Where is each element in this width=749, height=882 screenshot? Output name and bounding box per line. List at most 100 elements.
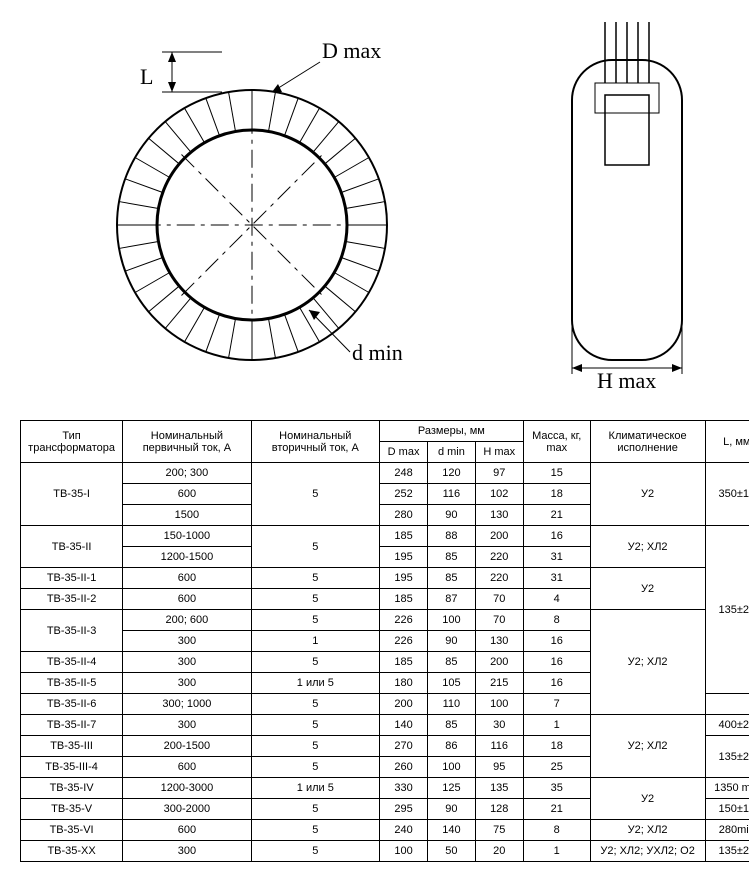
cell-climate: У2; ХЛ2 bbox=[590, 715, 705, 778]
cell-d: 86 bbox=[428, 736, 476, 757]
th-dims-group: Размеры, мм bbox=[380, 421, 524, 442]
cell-D: 180 bbox=[380, 673, 428, 694]
cell-H: 220 bbox=[475, 547, 523, 568]
cell-primary: 200-1500 bbox=[123, 736, 251, 757]
cell-D: 295 bbox=[380, 799, 428, 820]
cell-primary: 300 bbox=[123, 631, 251, 652]
cell-primary: 300 bbox=[123, 715, 251, 736]
cell-d: 88 bbox=[428, 526, 476, 547]
cell-primary: 150-1000 bbox=[123, 526, 251, 547]
cell-d: 100 bbox=[428, 757, 476, 778]
cell-L: 135±20 bbox=[705, 841, 749, 862]
cell-secondary: 5 bbox=[251, 694, 379, 715]
label-dmin: d min bbox=[352, 340, 403, 365]
th-type: Тип трансформатора bbox=[21, 421, 123, 463]
cell-secondary: 5 bbox=[251, 652, 379, 673]
cell-primary: 200; 600 bbox=[123, 610, 251, 631]
cell-mass: 21 bbox=[523, 799, 590, 820]
cell-primary: 300 bbox=[123, 673, 251, 694]
cell-secondary: 5 bbox=[251, 526, 379, 568]
cell-L: 150±10 bbox=[705, 799, 749, 820]
table-row: ТВ-35-II-3200; 6005226100708У2; ХЛ2 bbox=[21, 610, 749, 631]
cell-H: 100 bbox=[475, 694, 523, 715]
cell-climate: У2 bbox=[590, 568, 705, 610]
cell-d: 140 bbox=[428, 820, 476, 841]
label-dmax: D max bbox=[322, 38, 381, 63]
cell-d: 85 bbox=[428, 547, 476, 568]
table-row: ТВ-35-I200; 30052481209715У2350±10 bbox=[21, 463, 749, 484]
cell-D: 140 bbox=[380, 715, 428, 736]
cell-D: 252 bbox=[380, 484, 428, 505]
cell-primary: 300 bbox=[123, 841, 251, 862]
cell-secondary: 1 или 5 bbox=[251, 673, 379, 694]
cell-type: ТВ-35-II-5 bbox=[21, 673, 123, 694]
cell-primary: 1200-3000 bbox=[123, 778, 251, 799]
cell-H: 75 bbox=[475, 820, 523, 841]
cell-H: 130 bbox=[475, 631, 523, 652]
cell-type: ТВ-35-II-4 bbox=[21, 652, 123, 673]
cell-type: ТВ-35-XX bbox=[21, 841, 123, 862]
cell-mass: 35 bbox=[523, 778, 590, 799]
cell-H: 220 bbox=[475, 568, 523, 589]
cell-mass: 31 bbox=[523, 568, 590, 589]
spec-table-head: Тип трансформатора Номинальный первичный… bbox=[21, 421, 749, 463]
cell-d: 100 bbox=[428, 610, 476, 631]
cell-mass: 25 bbox=[523, 757, 590, 778]
cell-mass: 18 bbox=[523, 736, 590, 757]
table-row: ТВ-35-II-7300514085301У2; ХЛ2400±20 bbox=[21, 715, 749, 736]
cell-d: 120 bbox=[428, 463, 476, 484]
th-primary: Номинальный первичный ток, А bbox=[123, 421, 251, 463]
cell-secondary: 5 bbox=[251, 757, 379, 778]
cell-mass: 16 bbox=[523, 652, 590, 673]
cell-d: 85 bbox=[428, 568, 476, 589]
cell-D: 200 bbox=[380, 694, 428, 715]
cell-mass: 15 bbox=[523, 463, 590, 484]
cell-H: 116 bbox=[475, 736, 523, 757]
cell-d: 125 bbox=[428, 778, 476, 799]
cell-d: 85 bbox=[428, 715, 476, 736]
th-D: D max bbox=[380, 442, 428, 463]
cell-type: ТВ-35-II-6 bbox=[21, 694, 123, 715]
cell-L: 1350 min bbox=[705, 778, 749, 799]
cell-type: ТВ-35-III-4 bbox=[21, 757, 123, 778]
cell-d: 110 bbox=[428, 694, 476, 715]
cell-secondary: 5 bbox=[251, 589, 379, 610]
cell-secondary: 5 bbox=[251, 463, 379, 526]
table-row: ТВ-35-II-160051958522031У2 bbox=[21, 568, 749, 589]
cell-D: 240 bbox=[380, 820, 428, 841]
cell-D: 195 bbox=[380, 568, 428, 589]
cell-type: ТВ-35-I bbox=[21, 463, 123, 526]
table-row: ТВ-35-IV1200-30001 или 533012513535У2135… bbox=[21, 778, 749, 799]
cell-mass: 4 bbox=[523, 589, 590, 610]
cell-D: 195 bbox=[380, 547, 428, 568]
cell-climate: У2; ХЛ2 bbox=[590, 610, 705, 715]
cell-mass: 8 bbox=[523, 610, 590, 631]
cell-D: 280 bbox=[380, 505, 428, 526]
cell-d: 87 bbox=[428, 589, 476, 610]
cell-mass: 1 bbox=[523, 715, 590, 736]
cell-D: 226 bbox=[380, 610, 428, 631]
cell-secondary: 5 bbox=[251, 841, 379, 862]
cell-mass: 16 bbox=[523, 673, 590, 694]
cell-primary: 300-2000 bbox=[123, 799, 251, 820]
cell-type: ТВ-35-IV bbox=[21, 778, 123, 799]
cell-d: 90 bbox=[428, 505, 476, 526]
table-row: ТВ-35-II150-100051858820016У2; ХЛ2135±20 bbox=[21, 526, 749, 547]
cell-primary: 300; 1000 bbox=[123, 694, 251, 715]
cell-d: 50 bbox=[428, 841, 476, 862]
cell-D: 185 bbox=[380, 589, 428, 610]
cell-secondary: 1 bbox=[251, 631, 379, 652]
cell-type: ТВ-35-II-7 bbox=[21, 715, 123, 736]
cell-d: 90 bbox=[428, 631, 476, 652]
cell-primary: 1500 bbox=[123, 505, 251, 526]
cell-type: ТВ-35-VI bbox=[21, 820, 123, 841]
th-secondary: Номинальный вторичный ток, А bbox=[251, 421, 379, 463]
cell-primary: 600 bbox=[123, 568, 251, 589]
cell-mass: 18 bbox=[523, 484, 590, 505]
cell-type: ТВ-35-V bbox=[21, 799, 123, 820]
cell-type: ТВ-35-II-2 bbox=[21, 589, 123, 610]
cell-mass: 7 bbox=[523, 694, 590, 715]
cell-L: 280min bbox=[705, 820, 749, 841]
cell-D: 226 bbox=[380, 631, 428, 652]
cell-L: 400±20 bbox=[705, 715, 749, 736]
